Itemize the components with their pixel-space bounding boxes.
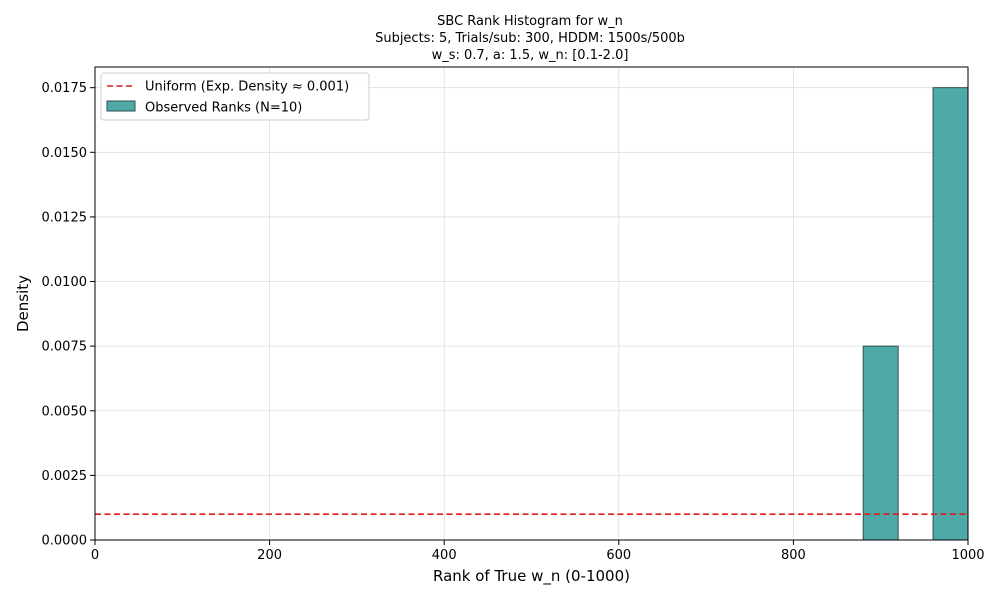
histogram-bars [862, 87, 969, 541]
plot-area-frame [94, 66, 969, 541]
x-tick-label: 800 [781, 548, 806, 563]
y-tick-label: 0.0150 [42, 146, 88, 161]
x-axis-label: Rank of True w_n (0-1000) [433, 567, 630, 586]
histogram-bar [862, 345, 899, 541]
histogram-bar [932, 87, 969, 541]
legend-observed-label: Observed Ranks (N=10) [145, 101, 302, 116]
y-tick-label: 0.0000 [42, 534, 88, 549]
legend-observed-swatch [106, 100, 136, 112]
legend-box [100, 72, 370, 121]
y-tick-label: 0.0100 [42, 275, 88, 290]
x-tick-label: 600 [606, 548, 631, 563]
x-tick-label: 0 [91, 548, 99, 563]
y-tick-label: 0.0025 [42, 469, 88, 484]
grid-lines [94, 67, 969, 541]
chart-title: SBC Rank Histogram for w_n Subjects: 5, … [375, 14, 685, 63]
x-tick-label: 400 [432, 548, 457, 563]
y-tick-label: 0.0175 [42, 81, 88, 96]
chart-title-line-3: w_s: 0.7, a: 1.5, w_n: [0.1-2.0] [432, 48, 629, 63]
chart-title-line-2: Subjects: 5, Trials/sub: 300, HDDM: 1500… [375, 31, 685, 46]
y-axis-ticks: 0.0000 0.0025 0.0050 0.0075 0.0100 0.0125 0.01… [42, 81, 95, 549]
y-tick-label: 0.0125 [42, 210, 88, 225]
y-axis-label: Density [14, 275, 32, 332]
y-tick-label: 0.0075 [42, 340, 88, 355]
x-axis-ticks: 0 200 400 600 800 1000 [91, 540, 985, 563]
chart-title-line-1: SBC Rank Histogram for w_n [437, 14, 623, 29]
x-tick-label: 200 [257, 548, 282, 563]
legend-uniform-label: Uniform (Exp. Density ≈ 0.001) [145, 80, 349, 95]
x-tick-label: 1000 [951, 548, 984, 563]
legend: Uniform (Exp. Density ≈ 0.001) Observed … [100, 72, 370, 121]
y-tick-label: 0.0050 [42, 404, 88, 419]
